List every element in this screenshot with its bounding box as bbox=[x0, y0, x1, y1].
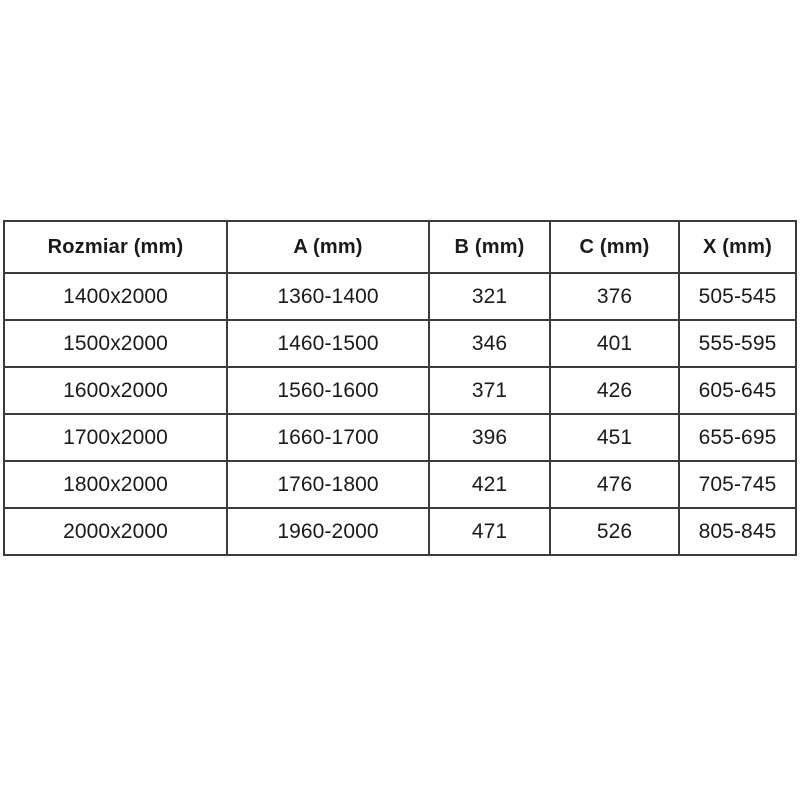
cell-size: 1500x2000 bbox=[3, 319, 228, 368]
cell-a: 1760-1800 bbox=[226, 460, 430, 509]
table-row: 1700x2000 1660-1700 396 451 655-695 bbox=[3, 413, 797, 462]
column-header-c: C (mm) bbox=[549, 220, 680, 274]
cell-b: 371 bbox=[428, 366, 551, 415]
cell-x: 605-645 bbox=[678, 366, 797, 415]
column-header-a: A (mm) bbox=[226, 220, 430, 274]
cell-c: 376 bbox=[549, 272, 680, 321]
cell-a: 1660-1700 bbox=[226, 413, 430, 462]
cell-a: 1460-1500 bbox=[226, 319, 430, 368]
cell-a: 1560-1600 bbox=[226, 366, 430, 415]
cell-b: 421 bbox=[428, 460, 551, 509]
cell-size: 1600x2000 bbox=[3, 366, 228, 415]
table-row: 1400x2000 1360-1400 321 376 505-545 bbox=[3, 272, 797, 321]
table-header: Rozmiar (mm) A (mm) B (mm) C (mm) X (mm) bbox=[3, 220, 797, 274]
column-header-b: B (mm) bbox=[428, 220, 551, 274]
spec-table-container: Rozmiar (mm) A (mm) B (mm) C (mm) X (mm)… bbox=[3, 220, 797, 556]
cell-a: 1360-1400 bbox=[226, 272, 430, 321]
cell-b: 346 bbox=[428, 319, 551, 368]
column-header-x: X (mm) bbox=[678, 220, 797, 274]
table-body: 1400x2000 1360-1400 321 376 505-545 1500… bbox=[3, 272, 797, 556]
table-row: 2000x2000 1960-2000 471 526 805-845 bbox=[3, 507, 797, 556]
table-row: 1600x2000 1560-1600 371 426 605-645 bbox=[3, 366, 797, 415]
cell-a: 1960-2000 bbox=[226, 507, 430, 556]
cell-c: 526 bbox=[549, 507, 680, 556]
table-row: 1500x2000 1460-1500 346 401 555-595 bbox=[3, 319, 797, 368]
cell-size: 1800x2000 bbox=[3, 460, 228, 509]
cell-c: 476 bbox=[549, 460, 680, 509]
cell-x: 505-545 bbox=[678, 272, 797, 321]
dimensions-table: Rozmiar (mm) A (mm) B (mm) C (mm) X (mm)… bbox=[3, 220, 797, 556]
column-header-size: Rozmiar (mm) bbox=[3, 220, 228, 274]
table-header-row: Rozmiar (mm) A (mm) B (mm) C (mm) X (mm) bbox=[3, 220, 797, 274]
cell-b: 471 bbox=[428, 507, 551, 556]
cell-size: 2000x2000 bbox=[3, 507, 228, 556]
cell-x: 555-595 bbox=[678, 319, 797, 368]
cell-size: 1700x2000 bbox=[3, 413, 228, 462]
cell-c: 401 bbox=[549, 319, 680, 368]
cell-x: 705-745 bbox=[678, 460, 797, 509]
cell-b: 396 bbox=[428, 413, 551, 462]
cell-x: 805-845 bbox=[678, 507, 797, 556]
cell-c: 451 bbox=[549, 413, 680, 462]
table-row: 1800x2000 1760-1800 421 476 705-745 bbox=[3, 460, 797, 509]
cell-x: 655-695 bbox=[678, 413, 797, 462]
cell-c: 426 bbox=[549, 366, 680, 415]
cell-size: 1400x2000 bbox=[3, 272, 228, 321]
cell-b: 321 bbox=[428, 272, 551, 321]
